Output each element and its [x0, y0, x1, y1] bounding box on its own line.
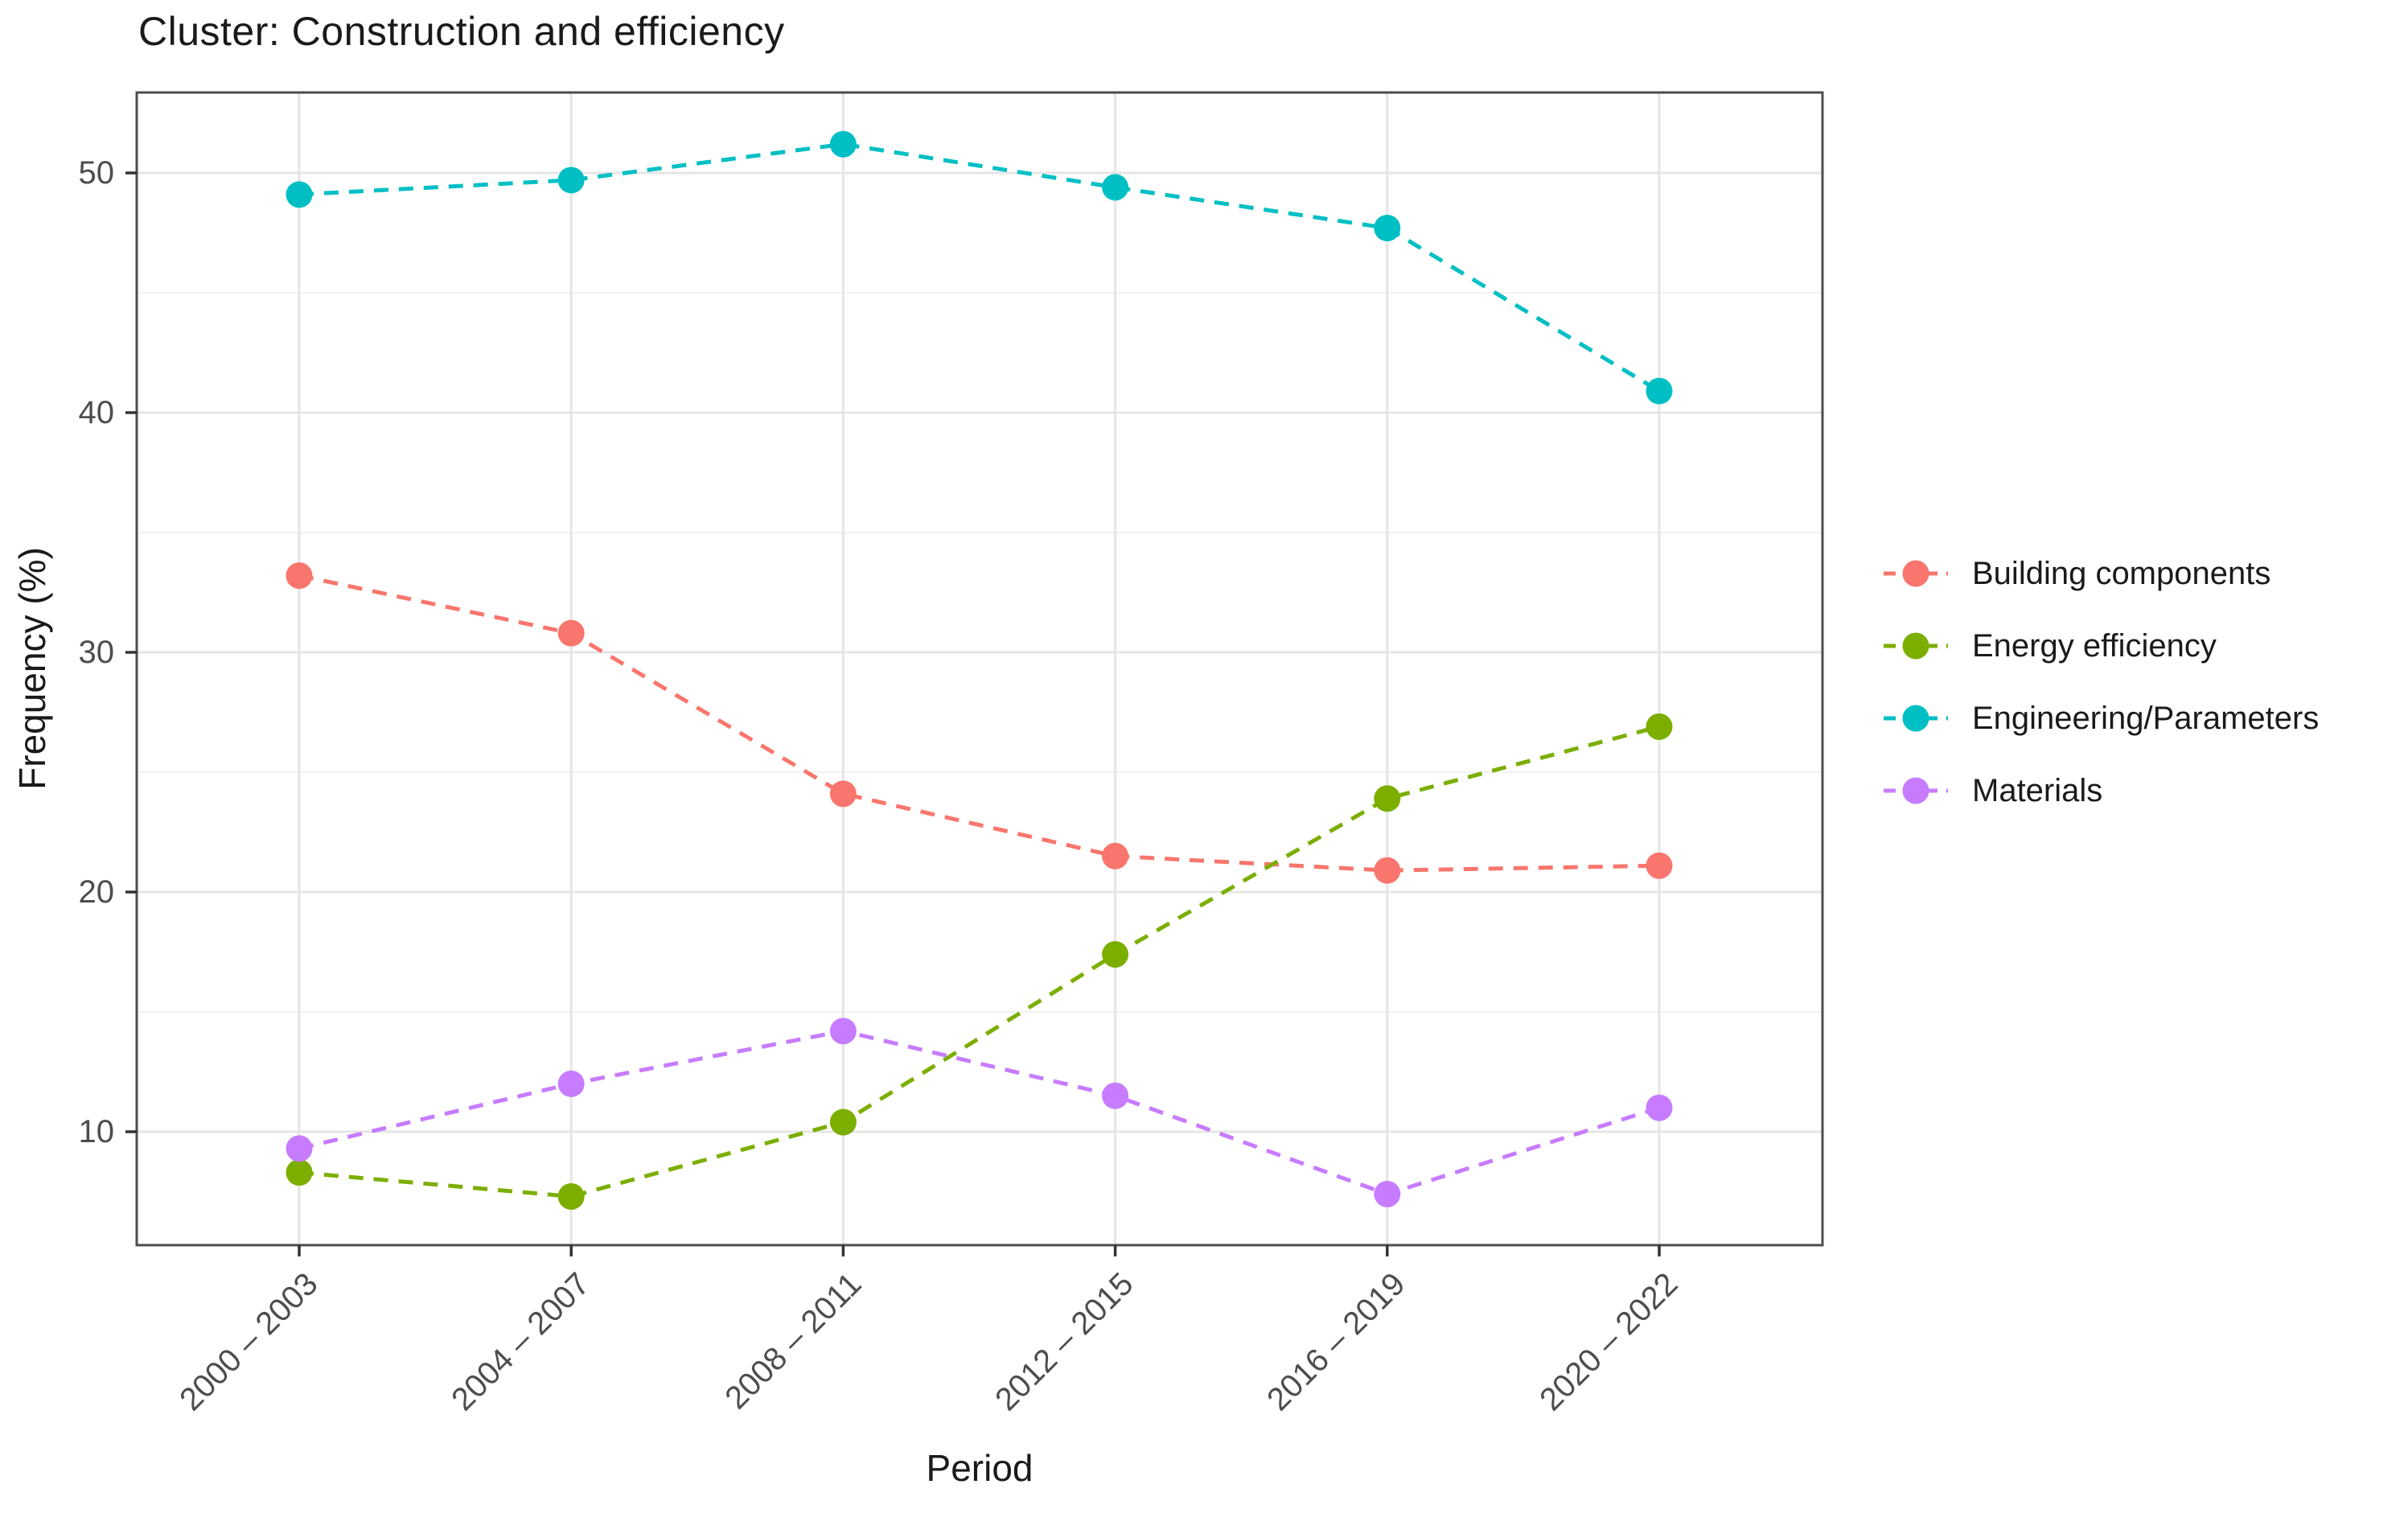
data-point-engineering-parameters: [1374, 215, 1401, 242]
data-point-energy-efficiency: [829, 1108, 857, 1136]
series-line-building-components: [298, 574, 1660, 873]
data-point-building-components: [1374, 857, 1401, 884]
legend-item-engineering-parameters: Engineering/Parameters: [1884, 682, 2319, 754]
legend-key-icon: [1884, 705, 1948, 732]
data-point-energy-efficiency: [1374, 785, 1401, 812]
x-tick-label: 2020 – 2022: [1532, 1266, 1685, 1418]
data-point-building-components: [286, 562, 313, 590]
panel-background: [137, 93, 1822, 1245]
data-point-engineering-parameters: [286, 181, 313, 208]
legend: Building components Energy efficiency Engi…: [1884, 537, 2319, 827]
plot-panel: [125, 91, 1824, 1256]
panel-border: [135, 91, 1824, 1247]
x-tick-label: 2016 – 2019: [1260, 1266, 1412, 1418]
x-tick-label: 2008 – 2011: [718, 1266, 869, 1416]
data-point-materials: [829, 1018, 857, 1045]
data-point-building-components: [557, 619, 585, 647]
legend-item-energy-efficiency: Energy efficiency: [1884, 610, 2319, 682]
series-line-materials: [298, 1029, 1660, 1197]
legend-label: Materials: [1972, 772, 2103, 808]
series-line-engineering-parameters: [298, 142, 1661, 393]
x-tick-label: 2004 – 2007: [444, 1266, 597, 1418]
legend-key-icon: [1884, 560, 1948, 587]
data-point-engineering-parameters: [1102, 174, 1129, 201]
x-axis-title: Period: [926, 1447, 1033, 1489]
legend-label: Engineering/Parameters: [1972, 700, 2320, 736]
y-tick-label: 10: [78, 1114, 115, 1149]
chart-title: Cluster: Construction and efficiency: [138, 9, 785, 54]
data-point-materials: [1646, 1094, 1673, 1121]
data-point-materials: [286, 1135, 313, 1162]
y-tick-label: 40: [78, 395, 115, 430]
data-point-engineering-parameters: [829, 130, 857, 158]
data-point-building-components: [1102, 842, 1129, 870]
data-point-engineering-parameters: [557, 167, 585, 194]
data-point-building-components: [829, 780, 857, 808]
legend-key-icon: [1884, 632, 1948, 660]
data-point-energy-efficiency: [557, 1182, 585, 1210]
data-point-materials: [1102, 1082, 1129, 1109]
x-tick-label: 2000 – 2003: [172, 1266, 325, 1418]
legend-label: Energy efficiency: [1972, 627, 2217, 664]
data-point-materials: [1374, 1180, 1401, 1207]
data-point-engineering-parameters: [1646, 377, 1673, 405]
y-tick-label: 30: [78, 635, 115, 670]
series-line-energy-efficiency: [298, 724, 1660, 1199]
data-point-energy-efficiency: [1646, 713, 1673, 740]
data-point-energy-efficiency: [286, 1159, 313, 1186]
y-tick-label: 20: [78, 874, 115, 910]
data-point-energy-efficiency: [1102, 940, 1129, 968]
legend-item-materials: Materials: [1884, 754, 2319, 827]
y-tick-label: 50: [78, 155, 115, 191]
data-point-materials: [557, 1070, 585, 1097]
x-tick-label: 2012 – 2015: [988, 1266, 1140, 1418]
legend-key-icon: [1884, 777, 1948, 804]
legend-label: Building components: [1972, 555, 2271, 591]
legend-item-building-components: Building components: [1884, 537, 2319, 610]
data-point-building-components: [1646, 852, 1673, 879]
